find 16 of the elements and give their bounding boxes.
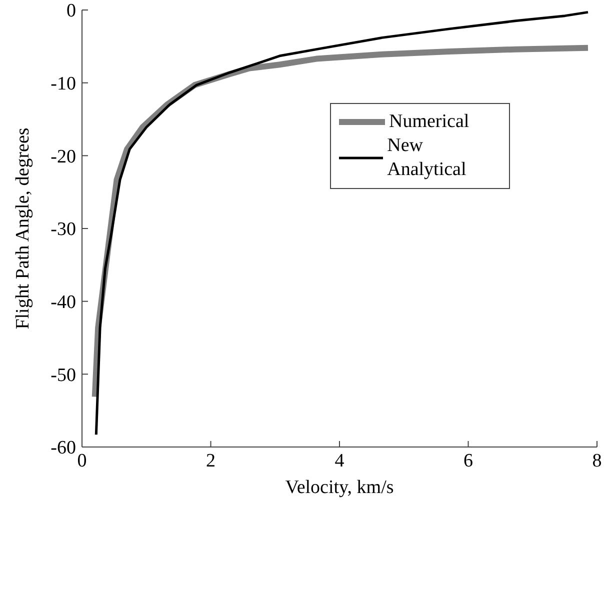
y-tick-label: -10 (50, 74, 76, 95)
y-tick-label: -20 (50, 146, 76, 168)
legend-label: Numerical (389, 110, 470, 134)
x-tick-label: 6 (464, 450, 473, 472)
x-tick-label: 4 (334, 450, 345, 472)
y-tick-label: 0 (66, 0, 76, 22)
y-tick-label: -60 (50, 438, 76, 459)
y-axis-title: Flight Path Angle, degrees (12, 128, 34, 330)
legend-label: New Analytical (387, 134, 468, 182)
line-series (94, 10, 590, 436)
x-axis-title: Velocity, km/s (285, 477, 394, 498)
x-tick-label: 2 (206, 450, 216, 472)
y-tick-label: -40 (50, 292, 76, 314)
y-tick-label: -30 (50, 219, 76, 240)
y-tick-label: -50 (50, 364, 76, 386)
x-tick-label: 8 (592, 450, 602, 472)
